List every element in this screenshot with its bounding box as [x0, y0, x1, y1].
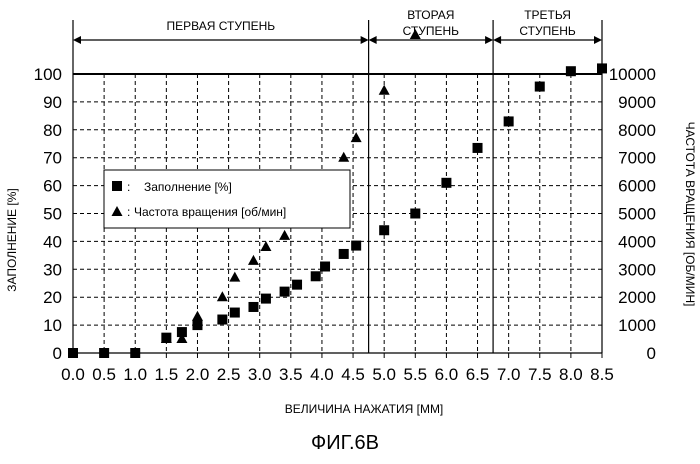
x-tick-label: 8.5: [590, 365, 614, 384]
legend-label: Частота вращения [об/мин]: [134, 205, 286, 219]
x-tick-label: 1.0: [123, 365, 147, 384]
data-point-triangle: [217, 291, 228, 301]
y-tick-label: 60: [43, 177, 62, 196]
stage-arrow-head: [369, 36, 377, 44]
data-point-square: [473, 143, 483, 153]
y-axis-left: 0 10 20 30 40 50 60 70 80 90 100: [34, 65, 62, 363]
y2-tick-label: 8000: [618, 121, 656, 140]
y2-tick-label: 4000: [618, 232, 656, 251]
y-tick-label: 80: [43, 121, 62, 140]
data-point-triangle: [260, 241, 271, 251]
y-tick-label: 20: [43, 288, 62, 307]
data-point-square: [292, 280, 302, 290]
legend-colon: :: [127, 180, 130, 194]
y-tick-label: 40: [43, 232, 62, 251]
y-axis-right: 0 1000 2000 3000 4000 5000 6000 7000 8000 9000 100…: [609, 65, 656, 363]
figure-caption: ФИГ.6В: [311, 432, 379, 454]
stage-label: СТУПЕНЬ: [403, 24, 460, 38]
x-tick-label: 8.0: [559, 365, 583, 384]
y-tick-label: 0: [53, 344, 62, 363]
stage-arrow-head: [73, 36, 81, 44]
data-point-square: [311, 271, 321, 281]
y2-tick-label: 2000: [618, 288, 656, 307]
data-point-square: [504, 116, 514, 126]
x-tick-label: 4.0: [310, 365, 334, 384]
x-tick-label: 5.5: [403, 365, 427, 384]
data-point-square: [566, 66, 576, 76]
y-axis-title: ЗАПОЛНЕНИЕ [%]: [5, 188, 19, 291]
data-point-square: [351, 241, 361, 251]
data-point-square: [68, 348, 78, 358]
data-point-triangle: [248, 255, 259, 265]
stage-label: СТУПЕНЬ: [519, 24, 576, 38]
data-point-square: [248, 302, 258, 312]
y-tick-label: 50: [43, 205, 62, 224]
data-point-triangle: [229, 272, 240, 282]
data-point-square: [410, 209, 420, 219]
stage-arrow-head: [493, 36, 501, 44]
y2-tick-label: 7000: [618, 149, 656, 168]
y-tick-label: 100: [34, 65, 62, 84]
stage-arrow-head: [361, 36, 369, 44]
data-point-square: [280, 287, 290, 297]
stage-arrow-head: [485, 36, 493, 44]
y2-tick-label: 0: [647, 344, 656, 363]
data-point-square: [217, 315, 227, 325]
x-tick-label: 2.0: [186, 365, 210, 384]
x-tick-label: 5.0: [372, 365, 396, 384]
x-tick-label: 7.0: [497, 365, 521, 384]
x-tick-label: 6.5: [466, 365, 490, 384]
x-tick-label: 6.0: [435, 365, 459, 384]
data-point-square: [339, 249, 349, 259]
legend-colon: :: [127, 205, 130, 219]
data-point-square: [535, 82, 545, 92]
data-point-triangle: [379, 85, 390, 95]
data-point-square: [99, 348, 109, 358]
y-tick-label: 30: [43, 260, 62, 279]
x-tick-label: 0.5: [92, 365, 116, 384]
x-tick-label: 7.5: [528, 365, 552, 384]
x-tick-label: 2.5: [217, 365, 241, 384]
stage-label: ТРЕТЬЯ: [524, 8, 571, 22]
data-point-square: [597, 63, 607, 73]
legend-box: [104, 170, 350, 228]
stage-arrow-head: [594, 36, 602, 44]
data-point-square: [130, 348, 140, 358]
x-tick-label: 3.5: [279, 365, 303, 384]
y2-axis-title: ЧАСТОТА ВРАЩЕНИЯ [ОБ/МИН]: [683, 122, 697, 307]
y-tick-label: 10: [43, 316, 62, 335]
data-point-square: [441, 178, 451, 188]
data-point-triangle: [192, 311, 203, 321]
y-tick-label: 90: [43, 93, 62, 112]
data-point-square: [230, 308, 240, 318]
legend: : Заполнение [%]: Частота вращения [об/мин…: [104, 170, 350, 228]
stage-label: ПЕРВАЯ СТУПЕНЬ: [166, 19, 275, 33]
x-tick-label: 1.5: [155, 365, 179, 384]
y2-tick-label: 5000: [618, 205, 656, 224]
y2-tick-label: 3000: [618, 260, 656, 279]
data-point-triangle: [279, 230, 290, 240]
y2-tick-label: 1000: [618, 316, 656, 335]
y2-tick-label: 10000: [609, 65, 656, 84]
y2-tick-label: 9000: [618, 93, 656, 112]
x-axis-title: ВЕЛИЧИНА НАЖАТИЯ [ММ]: [285, 402, 444, 416]
data-point-square: [320, 262, 330, 272]
x-tick-label: 0.0: [61, 365, 85, 384]
x-axis: 0.0 0.5 1.0 1.5 2.0 2.5 3.0 3.5 4.0 4.5 5.0 5.5 6.0 6…: [61, 353, 614, 384]
data-point-triangle: [351, 132, 362, 142]
data-point-square: [379, 225, 389, 235]
data-point-square: [192, 320, 202, 330]
stage-label: ВТОРАЯ: [407, 8, 454, 22]
x-tick-label: 4.5: [341, 365, 365, 384]
x-tick-label: 3.0: [248, 365, 272, 384]
y-tick-label: 70: [43, 149, 62, 168]
data-point-square: [261, 294, 271, 304]
data-point-triangle: [338, 152, 349, 162]
legend-square-marker: [112, 181, 122, 191]
y2-tick-label: 6000: [618, 177, 656, 196]
legend-label: Заполнение [%]: [144, 180, 232, 194]
